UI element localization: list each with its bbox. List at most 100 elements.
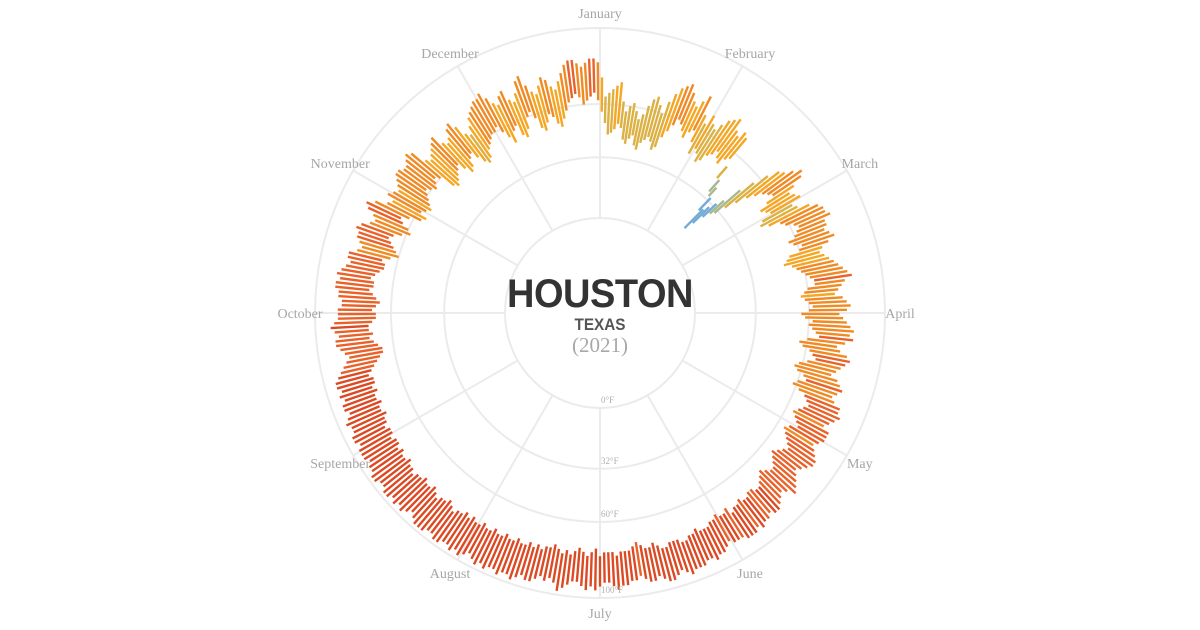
day-bar: [478, 528, 498, 564]
day-bar: [647, 547, 658, 582]
tick-label-60: 60°F: [601, 509, 619, 519]
day-bar: [643, 547, 653, 582]
day-bar: [496, 104, 518, 143]
day-bar: [430, 148, 460, 177]
day-bar: [758, 480, 782, 505]
day-bar: [404, 153, 436, 180]
day-bar: [812, 320, 847, 324]
day-bar: [441, 512, 464, 543]
day-bar: [467, 117, 491, 150]
day-bar: [556, 81, 566, 119]
day-bar: [468, 125, 492, 159]
day-bar: [687, 100, 705, 133]
day-bar: [338, 332, 374, 338]
day-bar: [374, 219, 411, 236]
day-bar: [468, 111, 492, 145]
day-bar: [680, 101, 696, 132]
day-bar: [592, 58, 596, 93]
day-bar: [793, 209, 826, 227]
day-bar: [745, 171, 780, 199]
day-bar: [343, 359, 378, 370]
day-bar: [702, 528, 720, 561]
day-bar: [566, 60, 574, 99]
day-bar: [542, 547, 553, 582]
day-bar: [336, 376, 374, 390]
day-bar: [455, 521, 478, 556]
day-bar: [587, 58, 592, 97]
day-bar: [339, 276, 375, 284]
day-bar: [807, 404, 841, 421]
day-bar: [405, 159, 437, 185]
day-bar: [353, 416, 386, 434]
day-bar: [340, 364, 375, 375]
day-bar: [794, 414, 830, 435]
day-bar: [798, 239, 829, 252]
day-bar: [759, 205, 798, 228]
day-bar: [398, 477, 428, 506]
day-bar: [412, 491, 437, 519]
temperature-tick-labels: 0°F 32°F 60°F 100°F: [601, 395, 623, 595]
day-bar: [350, 260, 385, 270]
day-bar: [691, 533, 707, 566]
day-bar: [732, 506, 754, 536]
day-bar: [677, 83, 695, 120]
day-bar: [469, 133, 492, 164]
day-bar: [386, 201, 422, 222]
day-bar: [768, 203, 810, 227]
day-bar: [792, 409, 825, 428]
day-bar: [346, 354, 381, 364]
day-bar: [708, 521, 727, 553]
day-bar: [796, 368, 838, 383]
day-bar: [523, 546, 536, 581]
day-bar: [484, 97, 505, 133]
day-bar: [783, 253, 825, 267]
day-bar: [426, 499, 453, 531]
day-bar: [528, 544, 541, 582]
month-label-december: December: [421, 47, 479, 62]
day-bar: [801, 233, 835, 247]
day-bar: [787, 447, 814, 468]
day-bar: [715, 130, 739, 159]
day-bar: [639, 105, 651, 144]
day-bar: [807, 359, 841, 371]
day-bar: [410, 152, 442, 180]
day-bar: [776, 449, 803, 470]
month-label-january: January: [578, 7, 622, 22]
day-bar: [565, 554, 572, 585]
day-bar: [358, 431, 393, 453]
day-bar: [487, 535, 504, 568]
day-bar: [392, 191, 427, 213]
day-bar: [366, 201, 402, 220]
day-bar: [411, 486, 437, 513]
tick-label-32: 32°F: [601, 456, 619, 466]
day-bar: [701, 202, 718, 218]
day-bar: [779, 203, 819, 225]
day-bar: [805, 266, 844, 276]
day-bar: [679, 92, 696, 125]
day-bar: [753, 171, 786, 197]
month-label-february: February: [725, 47, 776, 62]
day-bar: [632, 119, 641, 146]
day-bar: [334, 328, 369, 334]
day-bar: [491, 102, 511, 138]
day-bar: [722, 513, 741, 541]
state-subtitle: TEXAS: [574, 315, 626, 334]
day-bar: [693, 128, 716, 163]
day-bar: [579, 551, 585, 587]
day-bar: [369, 221, 403, 237]
day-bar: [660, 547, 672, 582]
day-bar: [735, 504, 758, 534]
day-bar: [494, 538, 512, 575]
day-bar: [793, 230, 830, 246]
day-bar: [711, 519, 729, 548]
day-bar: [758, 469, 783, 493]
day-bar: [715, 135, 739, 164]
day-bar: [655, 545, 667, 579]
day-bar: [447, 137, 474, 168]
day-bar: [798, 361, 837, 374]
day-bar: [387, 192, 422, 214]
day-bar: [675, 539, 690, 573]
day-bar: [746, 491, 770, 520]
day-bar: [798, 387, 835, 404]
